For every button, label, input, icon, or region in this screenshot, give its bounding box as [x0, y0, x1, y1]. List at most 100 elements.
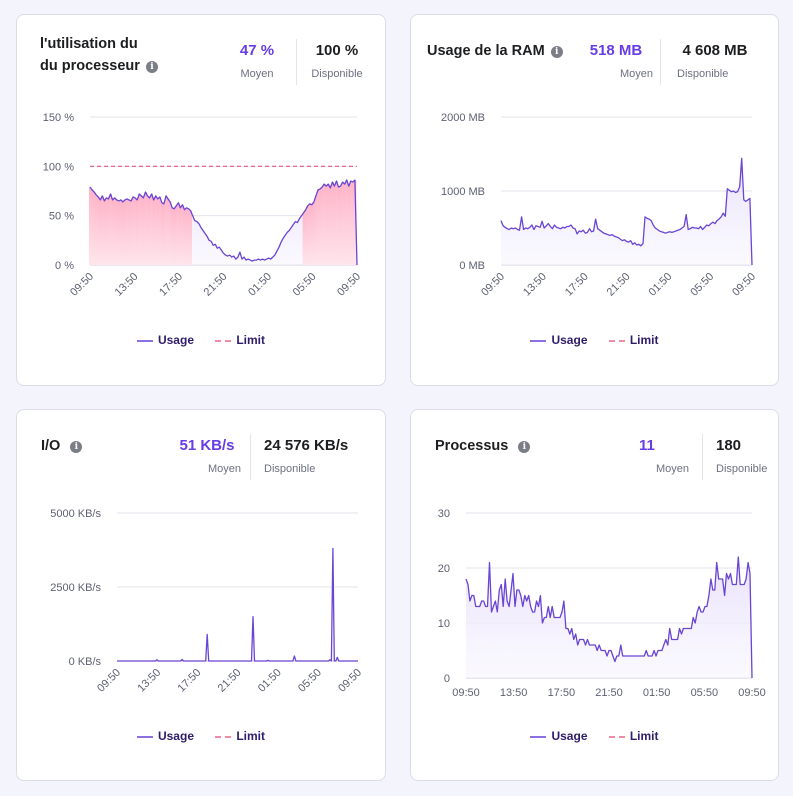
io-available-value: 24 576 KB/s	[264, 437, 349, 454]
limit-swatch	[608, 735, 625, 738]
x-tick-label: 01:50	[246, 271, 274, 299]
x-tick-label: 05:50	[296, 667, 324, 695]
over-threshold-bar	[105, 197, 108, 265]
over-threshold-bar	[125, 198, 129, 265]
x-tick-label: 21:50	[202, 271, 230, 299]
over-threshold-bar	[175, 205, 178, 265]
usage-swatch	[136, 735, 153, 738]
over-threshold-bar	[179, 207, 182, 265]
over-threshold-bar	[160, 202, 164, 265]
ram-average-label: Moyen	[619, 68, 653, 80]
over-threshold-bar	[337, 187, 340, 265]
proc-average-label: Moyen	[655, 463, 689, 475]
over-threshold-bar	[331, 182, 334, 265]
x-tick-label: 09:50	[738, 687, 766, 699]
over-threshold-bar	[91, 190, 94, 265]
over-threshold-bar	[146, 195, 149, 265]
cpu-chart-legend: Usage Limit	[17, 333, 385, 347]
x-tick-label: 21:50	[605, 271, 633, 299]
legend-usage[interactable]: Usage	[136, 333, 194, 347]
legend-usage-label: Usage	[157, 729, 194, 743]
over-threshold-bar	[97, 196, 100, 265]
legend-usage[interactable]: Usage	[530, 729, 588, 743]
over-threshold-bar	[302, 212, 305, 265]
io-usage-card: I/O i 51 KB/s Moyen 24 576 KB/s Disponibl…	[16, 409, 386, 781]
info-icon[interactable]: i	[145, 61, 158, 73]
over-threshold-bar	[142, 197, 145, 265]
over-threshold-bar	[109, 193, 112, 265]
over-threshold-bar	[156, 198, 160, 265]
cpu-usage-chart: 0 % 50 % 100 % 150 % 09:50 13:50 17:50 21:50 01:…	[43, 112, 363, 299]
x-tick-label: 13:50	[135, 667, 163, 695]
over-threshold-bar	[177, 202, 180, 265]
cpu-title-line2: du processeur	[40, 58, 140, 74]
over-threshold-bar	[117, 200, 121, 265]
legend-limit[interactable]: Limit	[608, 333, 659, 347]
x-tick-label: 17:50	[548, 687, 576, 699]
info-icon[interactable]: i	[550, 46, 563, 58]
io-average-stat: 51 KB/s Moyen	[173, 436, 241, 476]
over-threshold-bar	[325, 186, 328, 265]
y-tick-label: 2500 KB/s	[50, 582, 101, 594]
proc-available-stat: 180 Disponible	[716, 436, 776, 476]
over-threshold-bar	[93, 191, 96, 265]
io-average-label: Moyen	[207, 463, 241, 475]
ram-title-text: Usage de la RAM	[427, 43, 545, 59]
x-tick-label: 09:50	[730, 271, 758, 299]
over-threshold-bar	[321, 187, 324, 265]
usage-area	[501, 158, 752, 265]
io-available-stat: 24 576 KB/s Disponible	[264, 436, 364, 476]
proc-average-value: 11	[639, 437, 655, 454]
over-threshold-bar	[138, 193, 141, 265]
x-tick-label: 01:50	[647, 271, 675, 299]
over-threshold-bar	[353, 180, 357, 265]
over-threshold-bar	[150, 193, 153, 265]
legend-limit[interactable]: Limit	[215, 729, 265, 743]
cpu-average-value: 47 %	[239, 42, 275, 59]
over-threshold-bar	[341, 182, 344, 265]
y-tick-label: 10	[438, 618, 450, 630]
over-threshold-bar	[183, 209, 186, 265]
info-icon[interactable]: i	[518, 441, 531, 453]
cpu-card-title: l'utilisation du du processeur i	[40, 33, 158, 77]
x-tick-label: 05:50	[291, 271, 319, 299]
legend-limit[interactable]: Limit	[215, 333, 265, 347]
ram-average-value: 518 MB	[589, 42, 643, 59]
cpu-available-value: 100 %	[315, 42, 359, 59]
proc-title-text: Processus	[435, 438, 509, 454]
x-tick-label: 09:50	[68, 271, 96, 299]
stat-divider	[660, 39, 661, 85]
over-threshold-bar	[310, 204, 314, 265]
over-threshold-bar	[323, 184, 326, 265]
legend-usage-label: Usage	[551, 729, 588, 743]
legend-usage[interactable]: Usage	[136, 729, 194, 743]
info-icon[interactable]: i	[70, 441, 83, 453]
over-threshold-bar	[312, 201, 316, 265]
over-threshold-bar	[121, 201, 125, 265]
usage-swatch	[530, 339, 547, 342]
x-tick-label: 17:50	[176, 667, 204, 695]
x-tick-label: 05:50	[691, 687, 719, 699]
legend-usage[interactable]: Usage	[530, 333, 588, 347]
y-tick-label: 0 MB	[459, 260, 485, 272]
proc-available-value: 180	[716, 437, 742, 454]
y-tick-label: 30	[438, 508, 450, 520]
x-tick-label: 21:50	[216, 667, 244, 695]
stat-divider	[296, 39, 297, 85]
legend-limit[interactable]: Limit	[608, 729, 659, 743]
over-threshold-bar	[127, 199, 131, 265]
ram-usage-card: Usage de la RAM i 518 MB Moyen 4 608 MB D…	[410, 14, 779, 386]
over-threshold-bar	[314, 195, 318, 265]
over-threshold-bar	[169, 201, 172, 265]
ram-available-label: Disponible	[677, 68, 729, 80]
limit-swatch	[215, 339, 232, 342]
ram-usage-chart: 0 MB 1000 MB 2000 MB 09:50 13:50 17:50 21:50 01…	[441, 112, 758, 299]
proc-available-label: Disponible	[716, 463, 768, 475]
y-tick-label: 0 %	[55, 260, 74, 272]
cpu-average-stat: 47 % Moyen	[229, 41, 285, 81]
over-threshold-bar	[101, 195, 104, 265]
usage-swatch	[136, 339, 153, 342]
y-tick-label: 1000 MB	[441, 186, 485, 198]
usage-area	[466, 557, 752, 678]
over-threshold-bar	[306, 205, 310, 265]
